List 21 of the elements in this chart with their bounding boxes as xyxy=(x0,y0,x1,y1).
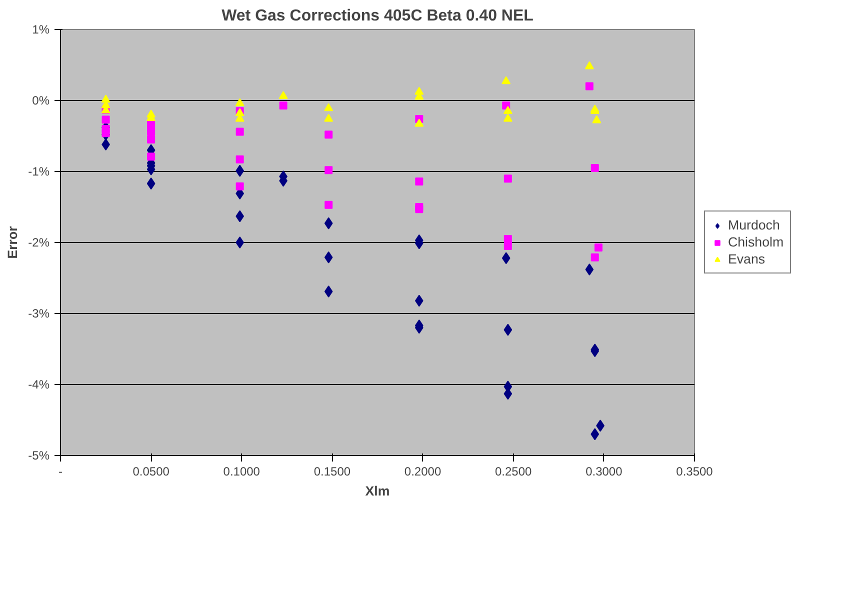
y-tick-label: 0% xyxy=(32,94,50,108)
x-tick-label: 0.3000 xyxy=(586,464,623,478)
y-tick-label: -1% xyxy=(28,164,50,178)
chart-title: Wet Gas Corrections 405C Beta 0.40 NEL xyxy=(222,8,534,24)
legend-label: Chisholm xyxy=(728,234,784,250)
x-tick-label: 0.1500 xyxy=(314,464,351,478)
y-axis-title: Error xyxy=(5,226,20,259)
y-tick-label: -3% xyxy=(28,306,50,320)
x-tick-label: - xyxy=(58,464,62,478)
x-tick-label: 0.3500 xyxy=(676,464,714,478)
x-axis-title: Xlm xyxy=(365,484,390,498)
y-tick-label: 1% xyxy=(32,22,50,36)
legend-label: Murdoch xyxy=(728,218,780,232)
x-tick-label: 0.0500 xyxy=(132,464,170,478)
y-tick-label: -4% xyxy=(28,378,50,392)
y-tick-label: -2% xyxy=(28,236,50,250)
x-tick-label: 0.1000 xyxy=(223,464,260,478)
x-tick-label: 0.2000 xyxy=(404,464,442,478)
y-tick-label: -5% xyxy=(28,448,50,462)
legend-label: Evans xyxy=(728,252,766,266)
x-tick-label: 0.2500 xyxy=(495,464,532,478)
